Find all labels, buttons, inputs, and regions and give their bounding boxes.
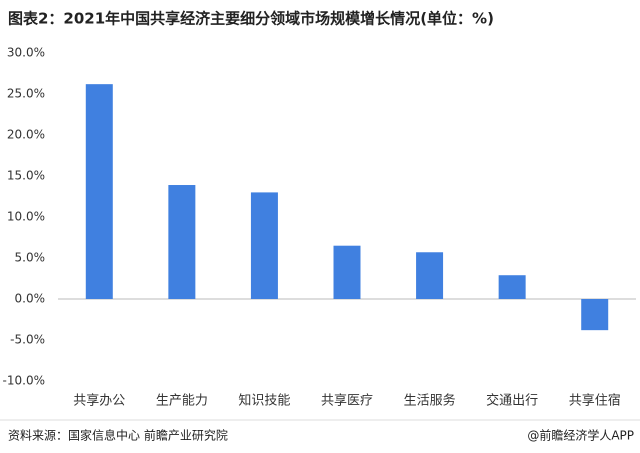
- y-tick-label: -5.0%: [10, 333, 45, 347]
- y-tick-label: 30.0%: [7, 46, 45, 60]
- bar: [168, 185, 196, 299]
- bar: [250, 192, 278, 299]
- x-tick-label: 交通出行: [486, 393, 538, 409]
- source: 资料来源：国家信息中心 前瞻产业研究院: [8, 428, 228, 443]
- x-tick-label: 共享住宿: [569, 393, 621, 409]
- bar: [333, 245, 361, 299]
- bar: [416, 252, 444, 299]
- x-tick-label: 知识技能: [238, 393, 290, 409]
- credit: @前瞻经济学人APP: [527, 428, 634, 443]
- y-tick-label: 5.0%: [15, 251, 46, 265]
- bar: [581, 299, 609, 331]
- y-tick-label: 10.0%: [7, 210, 45, 224]
- bar: [85, 84, 113, 299]
- x-tick-label: 共享办公: [73, 393, 125, 409]
- y-tick-label: 15.0%: [7, 169, 45, 183]
- y-tick-label: -10.0%: [3, 374, 45, 388]
- x-tick-label: 共享医疗: [321, 393, 373, 409]
- bar: [498, 275, 526, 299]
- chart-title: 图表2：2021年中国共享经济主要细分领域市场规模增长情况(单位：%): [8, 10, 494, 28]
- y-tick-label: 20.0%: [7, 128, 45, 142]
- y-tick-label: 0.0%: [15, 292, 46, 306]
- x-tick-label: 生活服务: [404, 393, 456, 409]
- x-tick-label: 生产能力: [156, 394, 208, 409]
- y-tick-label: 25.0%: [7, 87, 45, 101]
